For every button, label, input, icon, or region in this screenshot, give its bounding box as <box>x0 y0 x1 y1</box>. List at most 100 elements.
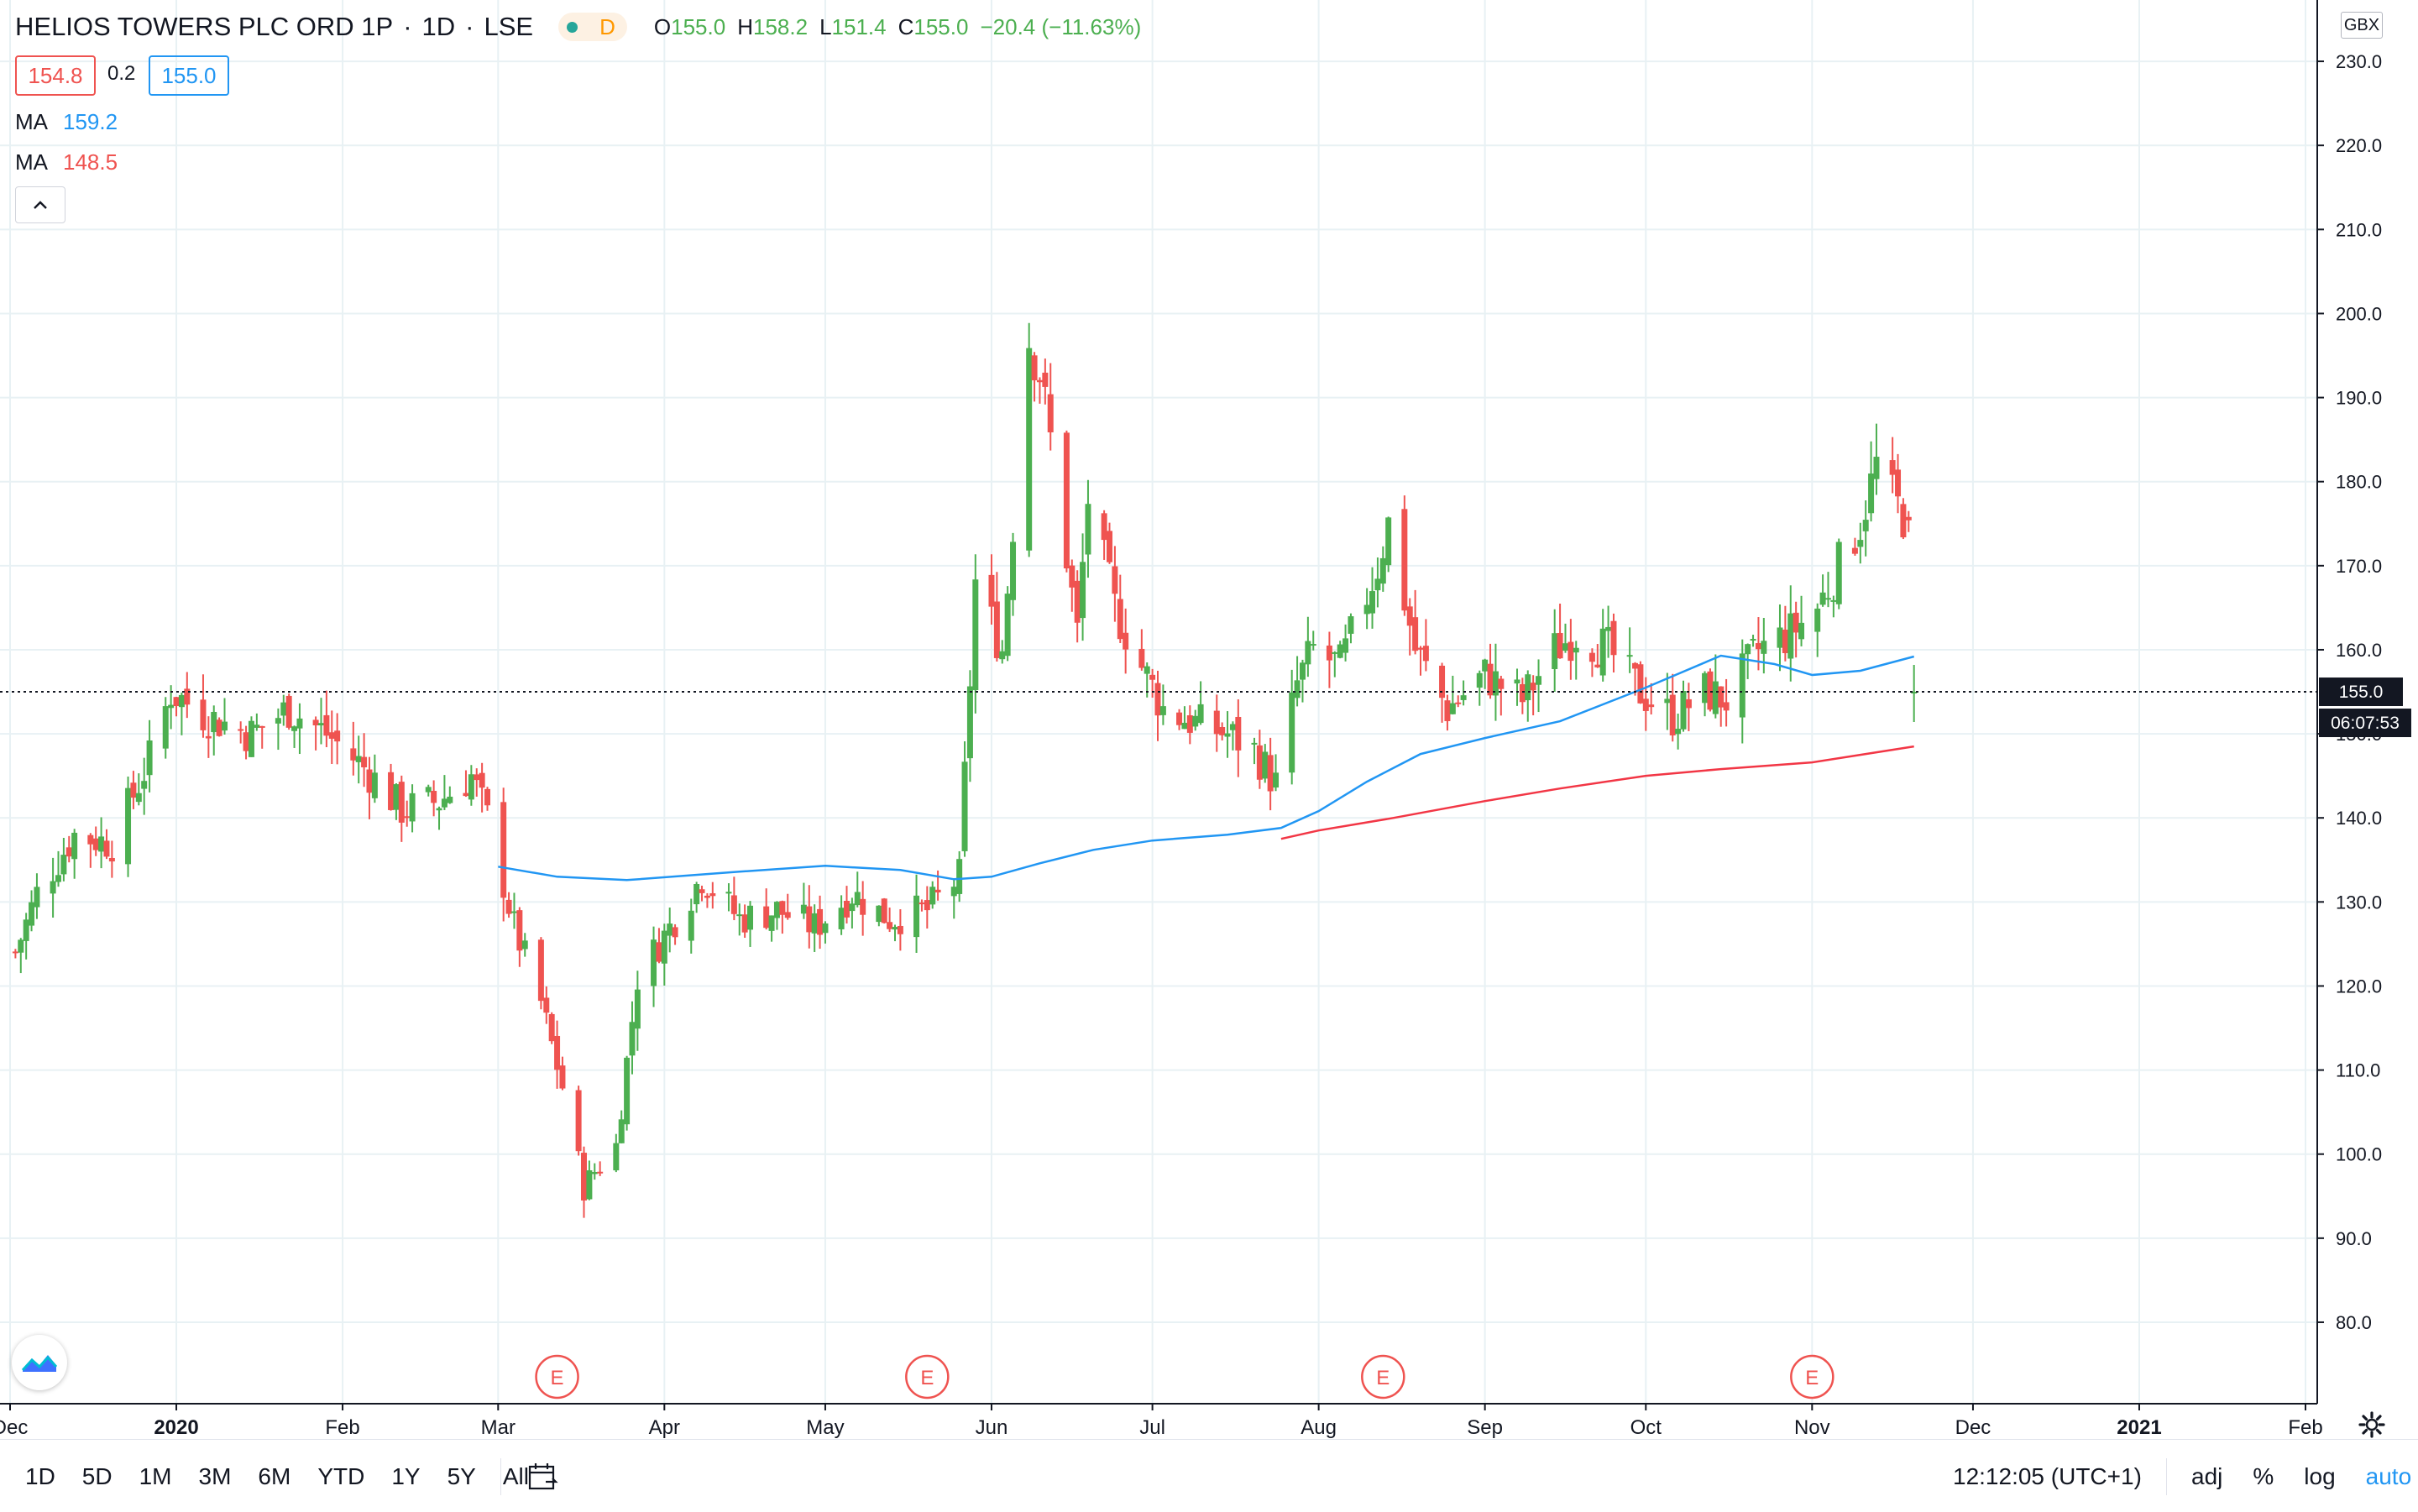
range-button-5d[interactable]: 5D <box>81 1463 113 1489</box>
adjust-toggle[interactable]: adj <box>2191 1463 2223 1489</box>
candle <box>146 719 153 793</box>
chart-settings-gear-icon[interactable] <box>2358 1410 2386 1439</box>
market-status-flags[interactable]: D <box>558 13 627 41</box>
candle-body <box>972 579 979 691</box>
tradingview-logo[interactable] <box>12 1335 67 1390</box>
candle <box>1412 589 1419 655</box>
auto-scale-toggle[interactable]: auto <box>2365 1463 2412 1489</box>
range-button-1m[interactable]: 1M <box>139 1463 172 1489</box>
candle <box>1476 670 1483 706</box>
candle <box>1498 675 1505 716</box>
candle-body <box>1444 700 1451 721</box>
candle-body <box>1154 683 1161 716</box>
candle-body <box>479 772 485 788</box>
candle-body <box>1224 733 1231 737</box>
candle-body <box>1219 727 1226 735</box>
candle <box>371 754 378 803</box>
candle-body <box>1138 648 1145 668</box>
candle-body <box>317 723 324 726</box>
candle <box>393 782 400 820</box>
close-label: C <box>898 13 914 39</box>
candle-body <box>409 793 416 822</box>
candle-body <box>811 913 818 934</box>
candle-body <box>1675 729 1682 735</box>
candle-body <box>334 730 341 742</box>
candle-body <box>554 1035 561 1070</box>
candle-body <box>1031 355 1038 381</box>
candle-body <box>50 881 56 894</box>
range-button-1y[interactable]: 1Y <box>391 1463 421 1489</box>
candle <box>1047 363 1054 451</box>
candle <box>1460 680 1467 706</box>
candle-body <box>854 892 861 906</box>
earnings-marker[interactable]: E <box>535 1354 579 1400</box>
candle <box>773 901 780 930</box>
time-axis[interactable]: Dec 2020 Feb Mar Apr May Jun Jul Aug Sep Oct Nov Dec… <box>0 1404 2323 1439</box>
range-button-6m[interactable]: 6M <box>258 1463 291 1489</box>
candle-body <box>929 887 936 905</box>
sell-price-button[interactable]: 154.8 <box>15 55 96 96</box>
collapse-legend-button[interactable] <box>15 186 65 223</box>
candle-body <box>1385 517 1392 566</box>
candle-body <box>474 774 480 781</box>
candle <box>1830 595 1837 618</box>
scale-toggles: adj % log auto <box>2191 1463 2411 1490</box>
range-button-1d[interactable]: 1D <box>25 1463 55 1489</box>
ma-fast-value: 159.2 <box>63 109 118 134</box>
candle-body <box>130 782 137 798</box>
ma-fast-legend[interactable]: MA 159.2 <box>15 109 118 135</box>
candle-body <box>296 718 303 729</box>
candle-body <box>934 889 941 892</box>
candle-body <box>897 925 903 934</box>
timezone-clock[interactable]: 12:12:05 (UTC+1) <box>1953 1463 2142 1489</box>
currency-badge[interactable]: GBX <box>2341 12 2383 39</box>
time-tick-label: Dec <box>0 1416 28 1439</box>
candle-body <box>844 900 850 918</box>
candle-body <box>12 951 18 954</box>
price-axis[interactable]: 80.090.0100.0110.0120.0130.0140.0150.016… <box>2317 51 2382 1333</box>
ma-slow-legend[interactable]: MA 148.5 <box>15 149 118 175</box>
candle-body <box>1326 645 1332 661</box>
interval-label[interactable]: 1D <box>421 12 456 41</box>
candle <box>1085 479 1091 578</box>
candle <box>1568 619 1574 680</box>
percent-scale-toggle[interactable]: % <box>2253 1463 2274 1489</box>
candle <box>956 850 963 902</box>
candle-body <box>806 906 813 933</box>
candle-body <box>200 699 207 730</box>
candle-body <box>1530 683 1536 691</box>
candle-body <box>108 857 115 862</box>
candle <box>1626 627 1633 673</box>
earnings-marker[interactable]: E <box>905 1354 950 1400</box>
candle-body <box>328 732 335 739</box>
candle <box>1138 629 1145 671</box>
candle <box>1745 643 1751 679</box>
buy-price-button[interactable]: 155.0 <box>149 55 229 96</box>
candle <box>1857 522 1864 564</box>
time-tick-label: Sep <box>1467 1416 1503 1439</box>
candle <box>1873 423 1880 495</box>
candle <box>651 926 657 1007</box>
candle <box>1074 570 1081 643</box>
range-button-ytd[interactable]: YTD <box>317 1463 365 1489</box>
candle-body <box>1213 710 1220 735</box>
range-button-3m[interactable]: 3M <box>198 1463 232 1489</box>
candle <box>447 786 453 804</box>
candle <box>1648 683 1655 715</box>
candle-body <box>1519 683 1526 703</box>
candle-body <box>1144 666 1150 674</box>
go-to-date-calendar-icon[interactable] <box>527 1462 559 1492</box>
symbol-name[interactable]: HELIOS TOWERS PLC ORD 1P <box>15 12 394 41</box>
candle <box>173 697 180 717</box>
candle-body <box>1181 722 1188 730</box>
candle-body <box>87 834 94 845</box>
candle <box>243 725 249 760</box>
earnings-marker[interactable]: E <box>1361 1354 1405 1400</box>
range-button-5y[interactable]: 5Y <box>447 1463 476 1489</box>
earnings-marker[interactable]: E <box>1790 1354 1834 1400</box>
candle <box>1851 537 1858 556</box>
range-button-all[interactable]: All <box>502 1463 529 1489</box>
log-scale-toggle[interactable]: log <box>2304 1463 2336 1489</box>
